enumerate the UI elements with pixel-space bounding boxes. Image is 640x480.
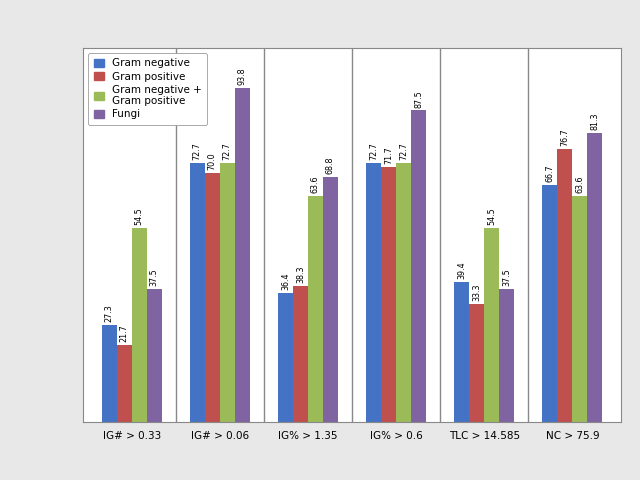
Bar [293,286,308,422]
Bar [381,167,396,422]
Bar [588,132,602,422]
Text: 66.7: 66.7 [545,164,554,182]
Bar [484,228,499,422]
Bar [411,110,426,422]
Text: 27.3: 27.3 [105,304,114,322]
Bar [557,149,572,422]
Bar [396,163,411,422]
Bar [572,196,588,422]
Bar [469,304,484,422]
Text: 68.8: 68.8 [326,157,335,174]
Bar [235,88,250,422]
Bar [220,163,235,422]
Bar [102,325,116,422]
Text: 37.5: 37.5 [502,268,511,286]
Bar [542,185,557,422]
Text: 72.7: 72.7 [223,143,232,160]
Bar [132,228,147,422]
Bar [454,282,469,422]
Text: 21.7: 21.7 [120,324,129,342]
Text: 36.4: 36.4 [281,272,290,290]
Bar [147,288,162,422]
Text: 33.3: 33.3 [472,283,481,301]
Bar [205,173,220,422]
Text: 72.7: 72.7 [369,143,378,160]
Text: 54.5: 54.5 [487,207,496,225]
Text: 54.5: 54.5 [134,207,143,225]
Text: 37.5: 37.5 [150,268,159,286]
Bar [308,196,323,422]
Text: 72.7: 72.7 [193,143,202,160]
Text: 76.7: 76.7 [561,128,570,146]
Text: 63.6: 63.6 [311,175,320,193]
Bar [366,163,381,422]
Bar [116,345,132,422]
Text: 63.6: 63.6 [575,175,584,193]
Text: 38.3: 38.3 [296,265,305,283]
Text: 39.4: 39.4 [457,262,466,279]
Text: 81.3: 81.3 [590,112,599,130]
Bar [278,293,293,422]
Text: 72.7: 72.7 [399,143,408,160]
Legend: Gram negative, Gram positive, Gram negative +
Gram positive, Fungi: Gram negative, Gram positive, Gram negat… [88,53,207,125]
Text: 70.0: 70.0 [208,152,217,170]
Bar [499,288,514,422]
Bar [190,163,205,422]
Text: 87.5: 87.5 [414,90,423,108]
Bar [323,177,338,422]
Text: 93.8: 93.8 [238,68,247,85]
Text: 71.7: 71.7 [384,146,393,164]
